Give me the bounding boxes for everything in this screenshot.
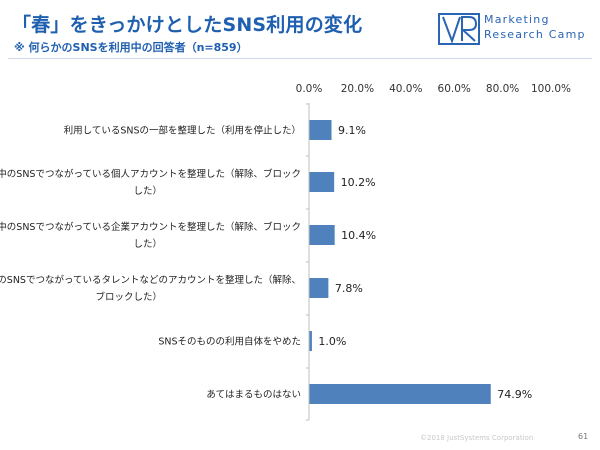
data-label: 74.9% — [497, 388, 532, 401]
page-number: 61 — [578, 432, 589, 441]
category-label-line: あてはまるものはない — [206, 390, 301, 401]
tick-label: 80.0% — [486, 83, 519, 95]
category-label-line: ブロックした） — [95, 291, 162, 303]
category-label-line: 利用中のSNSでつながっているタレントなどのアカウントを整理した（解除、 — [0, 274, 301, 286]
tick-label: 20.0% — [341, 83, 374, 95]
mr-logo-icon — [438, 13, 480, 45]
data-label: 1.0% — [318, 335, 346, 348]
category-label-line: 利用しているSNSの一部を整理した（利用を停止した） — [64, 125, 301, 137]
bar — [309, 120, 332, 140]
data-label: 10.2% — [341, 176, 376, 189]
copyright: ©2018 JustSystems Corporation — [420, 434, 534, 442]
category-label-line: した） — [133, 185, 162, 197]
category-label-line: した） — [133, 238, 162, 250]
logo-text-line2: Research Camp — [484, 28, 586, 41]
category-label: 利用中のSNSでつながっているタレントなどのアカウントを整理した（解除、ブロック… — [0, 274, 301, 303]
tick-label: 40.0% — [389, 83, 422, 95]
slide-subtitle: ※ 何らかのSNSを利用中の回答者（n=859） — [14, 41, 248, 54]
data-label: 10.4% — [341, 229, 376, 242]
category-label: 利用中のSNSでつながっている個人アカウントを整理した（解除、ブロックした） — [0, 168, 301, 197]
bar — [309, 384, 491, 404]
data-label: 9.1% — [338, 124, 366, 137]
category-label: 利用しているSNSの一部を整理した（利用を停止した） — [64, 125, 301, 137]
data-label: 7.8% — [335, 282, 363, 295]
category-label: 利用中のSNSでつながっている企業アカウントを整理した（解除、ブロックした） — [0, 221, 301, 250]
category-label-line: 利用中のSNSでつながっている個人アカウントを整理した（解除、ブロック — [0, 168, 301, 180]
category-label-line: SNSそのものの利用自体をやめた — [158, 336, 301, 348]
bar — [309, 225, 335, 245]
logo-text-line1: Marketing — [484, 13, 550, 26]
bar — [309, 172, 335, 192]
category-label: SNSそのものの利用自体をやめた — [158, 336, 301, 348]
category-label: あてはまるものはない — [206, 390, 301, 401]
bar — [309, 331, 312, 351]
tick-label: 100.0% — [531, 83, 571, 95]
category-label-line: 利用中のSNSでつながっている企業アカウントを整理した（解除、ブロック — [0, 221, 301, 233]
tick-label: 0.0% — [296, 83, 323, 95]
header-divider — [8, 58, 592, 59]
slide-title: 「春」をきっかけとしたSNS利用の変化 — [12, 14, 363, 36]
bar — [309, 278, 329, 298]
tick-label: 60.0% — [438, 83, 471, 95]
